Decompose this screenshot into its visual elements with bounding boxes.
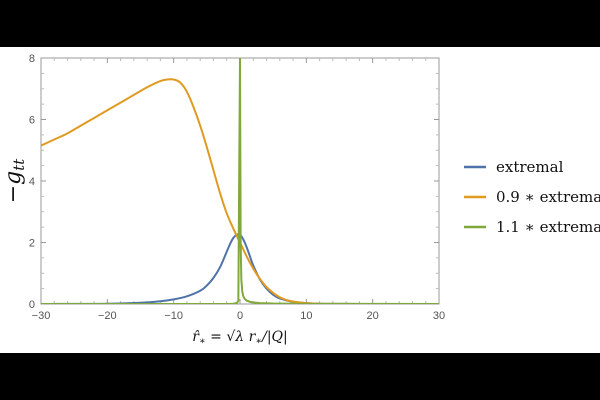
x-tick-label: −20 bbox=[98, 310, 117, 322]
x-axis-ticks: −30 −20 −10 0 10 20 30 bbox=[32, 58, 445, 322]
series-lines bbox=[41, 58, 439, 304]
series-line-2 bbox=[41, 78, 439, 304]
x-tick-label: −10 bbox=[164, 310, 183, 322]
series-line-3 bbox=[41, 58, 439, 304]
line-chart: 0 2 4 6 8 −30 −20 −10 0 10 20 30 −gtt r̂∗ = √λ r∗/… bbox=[1, 53, 600, 347]
legend: extremal 0.9 ∗ extremal 1.1 ∗ extremal bbox=[464, 158, 600, 236]
y-tick-label: 4 bbox=[29, 176, 35, 188]
svg-text:r̂∗ = √λ r∗/|Q|: r̂∗ = √λ r∗/|Q| bbox=[192, 329, 288, 347]
x-axis-label: r̂∗ = √λ r∗/|Q| bbox=[192, 329, 288, 347]
y-tick-label: 6 bbox=[29, 115, 35, 127]
x-tick-label: 10 bbox=[300, 310, 312, 322]
x-tick-label: 30 bbox=[433, 310, 445, 322]
y-tick-label: 8 bbox=[29, 53, 35, 65]
x-tick-label: 0 bbox=[237, 310, 243, 322]
y-tick-label: 0 bbox=[29, 299, 35, 311]
legend-label: 1.1 ∗ extremal bbox=[496, 218, 600, 236]
chart-frame: 0 2 4 6 8 −30 −20 −10 0 10 20 30 −gtt r̂∗ = √λ r∗/… bbox=[0, 47, 600, 353]
legend-label: extremal bbox=[496, 158, 564, 176]
y-axis-label: −gtt bbox=[1, 158, 28, 204]
x-tick-label: −30 bbox=[32, 310, 51, 322]
y-axis-ticks: 0 2 4 6 8 bbox=[29, 53, 439, 311]
y-tick-label: 2 bbox=[29, 238, 35, 250]
legend-label: 0.9 ∗ extremal bbox=[496, 188, 600, 206]
x-tick-label: 20 bbox=[367, 310, 379, 322]
